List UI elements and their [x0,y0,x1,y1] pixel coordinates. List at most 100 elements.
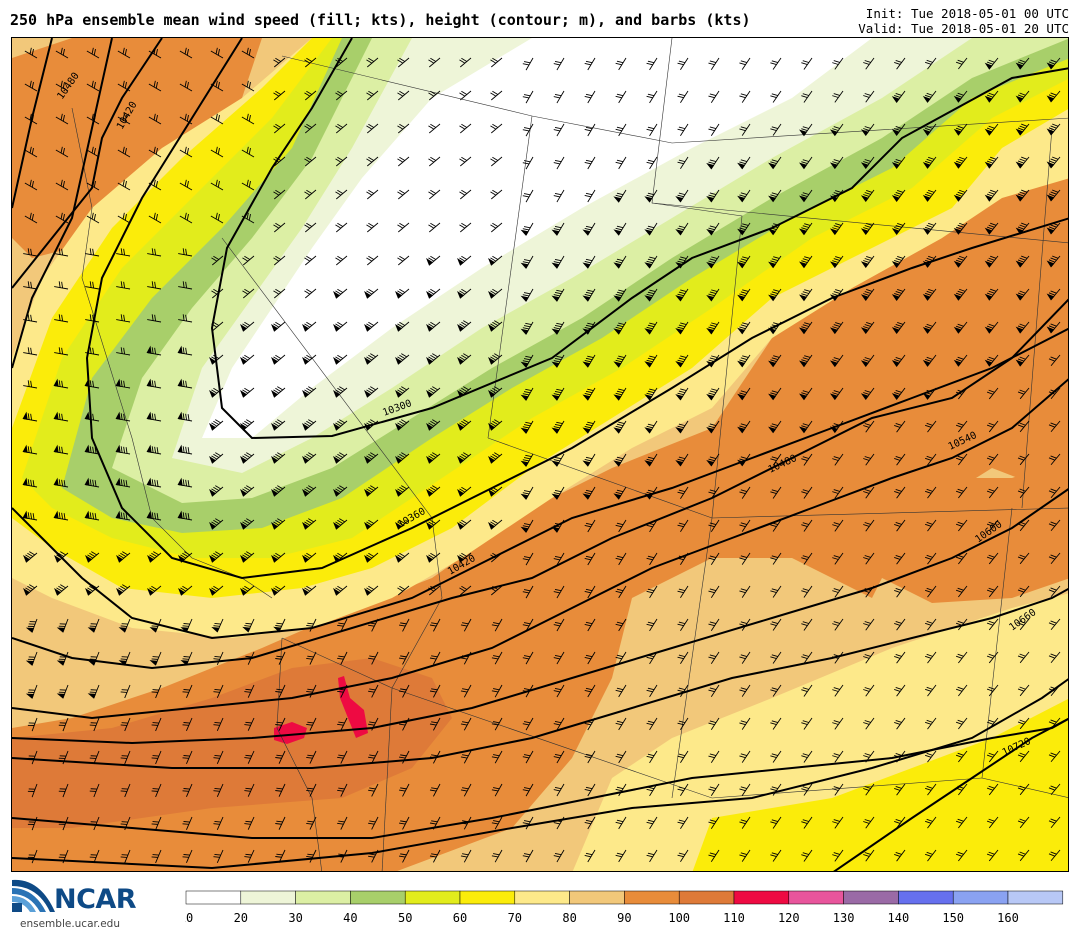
wind-barb [520,321,534,335]
wind-barb [209,354,224,365]
wind-barb [368,816,379,830]
wind-barb [801,849,813,862]
wind-barb [151,684,162,699]
wind-barb [397,156,410,167]
wind-barb [89,816,100,831]
wind-barb [553,156,565,170]
wind-barb [860,288,875,302]
wind-barb [54,551,69,563]
wind-barb [335,156,348,167]
wind-barb [271,518,286,530]
wind-barb [801,651,813,664]
wind-barb [398,618,410,632]
wind-barb [832,816,844,829]
wind-barb [146,378,162,389]
wind-barb [244,849,255,863]
wind-barb [148,146,162,158]
wind-barb [240,485,255,497]
wind-barb [770,717,782,730]
colorbar-swatch [1007,890,1064,905]
wind-barb [644,222,658,236]
wind-barb [984,321,999,334]
wind-barb [675,222,689,236]
wind-barb [986,783,999,796]
valid-time: Valid: Tue 2018-05-01 20 UTC [858,21,1069,36]
wind-barb [922,387,937,400]
wind-barb [739,123,751,136]
wind-barb [801,453,813,466]
wind-barb [271,585,286,596]
wind-barb [1017,750,1030,763]
wind-barb [87,618,100,633]
wind-barb [739,90,751,103]
wind-barb [986,519,999,532]
wind-barb [490,552,503,563]
wind-barb [333,452,348,464]
wind-barb [85,551,100,563]
wind-barb [801,552,813,565]
init-time: Init: Tue 2018-05-01 00 UTC [865,6,1069,21]
wind-barb [56,684,69,699]
wind-barb [304,222,317,233]
wind-barb [894,816,906,829]
wind-barb [54,248,69,257]
wind-barb [770,90,782,103]
wind-barb [677,783,689,797]
wind-barb [84,378,100,389]
wind-barb [241,212,255,224]
wind-barb [646,123,658,137]
wind-barb [770,651,782,664]
wind-barb [426,255,441,266]
wind-barb [335,189,348,200]
wind-barb [27,849,38,864]
wind-barb [398,816,410,830]
wind-barb [54,314,69,323]
wind-barb [459,156,472,167]
wind-barb [829,321,844,335]
wind-barb [955,651,968,664]
wind-barb [925,519,937,532]
wind-barb [429,816,441,830]
colorbar-tick-label: 160 [997,911,1019,925]
wind-barb [240,551,255,563]
wind-barb [739,717,751,730]
wind-barb [984,156,999,169]
colorbar-swatch [678,890,735,905]
wind-barb [953,222,968,235]
wind-barb [863,651,875,664]
wind-barb [426,288,441,299]
wind-barb [333,518,348,530]
wind-barb [894,453,906,466]
wind-barb [984,354,999,367]
wind-barb [863,783,875,796]
wind-barb [120,717,131,732]
wind-barb [273,57,286,68]
wind-barb [522,123,534,137]
wind-barb [860,222,875,236]
wind-barb [894,57,906,70]
wind-barb [646,783,658,797]
wind-barb [832,552,844,565]
wind-barb [333,419,348,431]
fill-band-110-core [338,676,368,738]
wind-barb [146,477,162,488]
wind-barb [675,420,689,434]
wind-barb [209,585,224,596]
wind-barb [1048,585,1061,598]
wind-barb [801,57,813,70]
wind-barb [398,783,410,797]
wind-barb [177,378,193,389]
wind-barb [737,156,751,170]
ensemble-url[interactable]: ensemble.ucar.edu [20,918,120,930]
wind-barb [368,849,379,863]
colorbar-tick-label: 50 [398,911,412,925]
colorbar-tick-label: 120 [778,911,800,925]
wind-barb [151,717,162,732]
wind-barb [553,750,565,764]
wind-barb [244,783,255,797]
wind-barb [491,651,503,665]
wind-barb [271,419,286,431]
wind-barb [457,353,472,365]
wind-barb [1048,849,1061,862]
wind-barb [925,618,937,631]
